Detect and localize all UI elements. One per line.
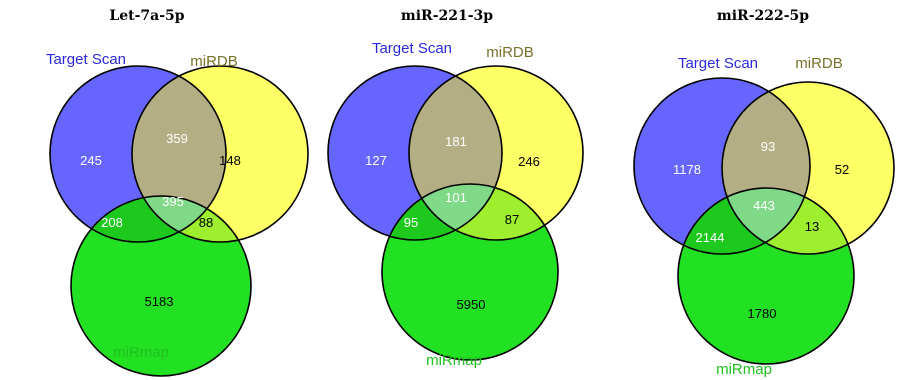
set-outline (327, 65, 503, 241)
count-target-scan-mirdb: 181 (445, 134, 467, 149)
target-scan-mirmap-overlap (382, 184, 502, 240)
count-mirdb-mirmap: 87 (505, 212, 519, 227)
mirmap-label: miRmap (426, 352, 482, 369)
mirdb-mirmap-region (722, 188, 854, 254)
target-scan-mirmap-region (382, 184, 502, 240)
mirdb-mirmap-overlap (722, 188, 854, 254)
count-mirmap-only: 5950 (457, 297, 486, 312)
mirmap-label: miRmap (716, 361, 772, 378)
set-outline (677, 187, 855, 365)
count-mirmap-only: 5183 (145, 294, 174, 309)
count-target-scan-mirdb: 359 (166, 131, 188, 146)
count-mirmap-only: 1780 (748, 306, 777, 321)
count-all-three: 101 (445, 190, 467, 205)
target-scan-label: Target Scan (678, 55, 758, 72)
count-all-three: 443 (753, 198, 775, 213)
mirdb-label: miRDB (190, 53, 238, 70)
set-outline (408, 65, 584, 241)
count-target-scan-only: 1178 (673, 162, 701, 177)
set-outline (70, 195, 252, 377)
count-target-scan-only: 127 (365, 153, 387, 168)
mirdb-label: miRDB (795, 55, 843, 72)
mirdb-label: miRDB (486, 44, 534, 61)
count-target-scan-mirmap: 208 (101, 215, 123, 230)
target-scan-label: Target Scan (372, 40, 452, 57)
set-outline (633, 77, 811, 255)
diagram-title: miR-222-5p (717, 8, 809, 24)
count-mirdb-mirmap: 88 (199, 215, 213, 230)
target-scan-mirmap-region (678, 188, 810, 254)
set-outline (721, 81, 895, 255)
set-outline (131, 65, 309, 243)
count-mirdb-only: 52 (835, 162, 849, 177)
count-target-scan-mirmap: 2144 (696, 230, 725, 245)
count-target-scan-mirdb: 93 (761, 139, 775, 154)
set-outline (49, 65, 227, 243)
count-all-three: 395 (162, 194, 184, 209)
venn-diagram-3: miR-222-5p Target Scan miRDB miRmap 1178 52 17… (633, 8, 895, 378)
count-mirdb-mirmap: 13 (805, 219, 819, 234)
count-mirdb-only: 148 (219, 153, 241, 168)
count-target-scan-only: 245 (80, 153, 102, 168)
venn-diagram-2: miR-221-3p Target Scan miRDB miRmap 127 246 59… (327, 8, 584, 369)
count-mirdb-only: 246 (518, 154, 540, 169)
target-scan-label: Target Scan (46, 51, 126, 68)
diagram-title: Let-7a-5p (109, 8, 184, 24)
diagram-title: miR-221-3p (401, 8, 493, 24)
venn-diagram-1: Let-7a-5p Target Scan miRDB miRmap 245 148 518… (46, 8, 309, 377)
count-target-scan-mirmap: 95 (404, 215, 418, 230)
target-scan-mirmap-overlap (678, 188, 810, 254)
mirmap-label: miRmap (113, 344, 169, 361)
set-outline (381, 183, 559, 361)
